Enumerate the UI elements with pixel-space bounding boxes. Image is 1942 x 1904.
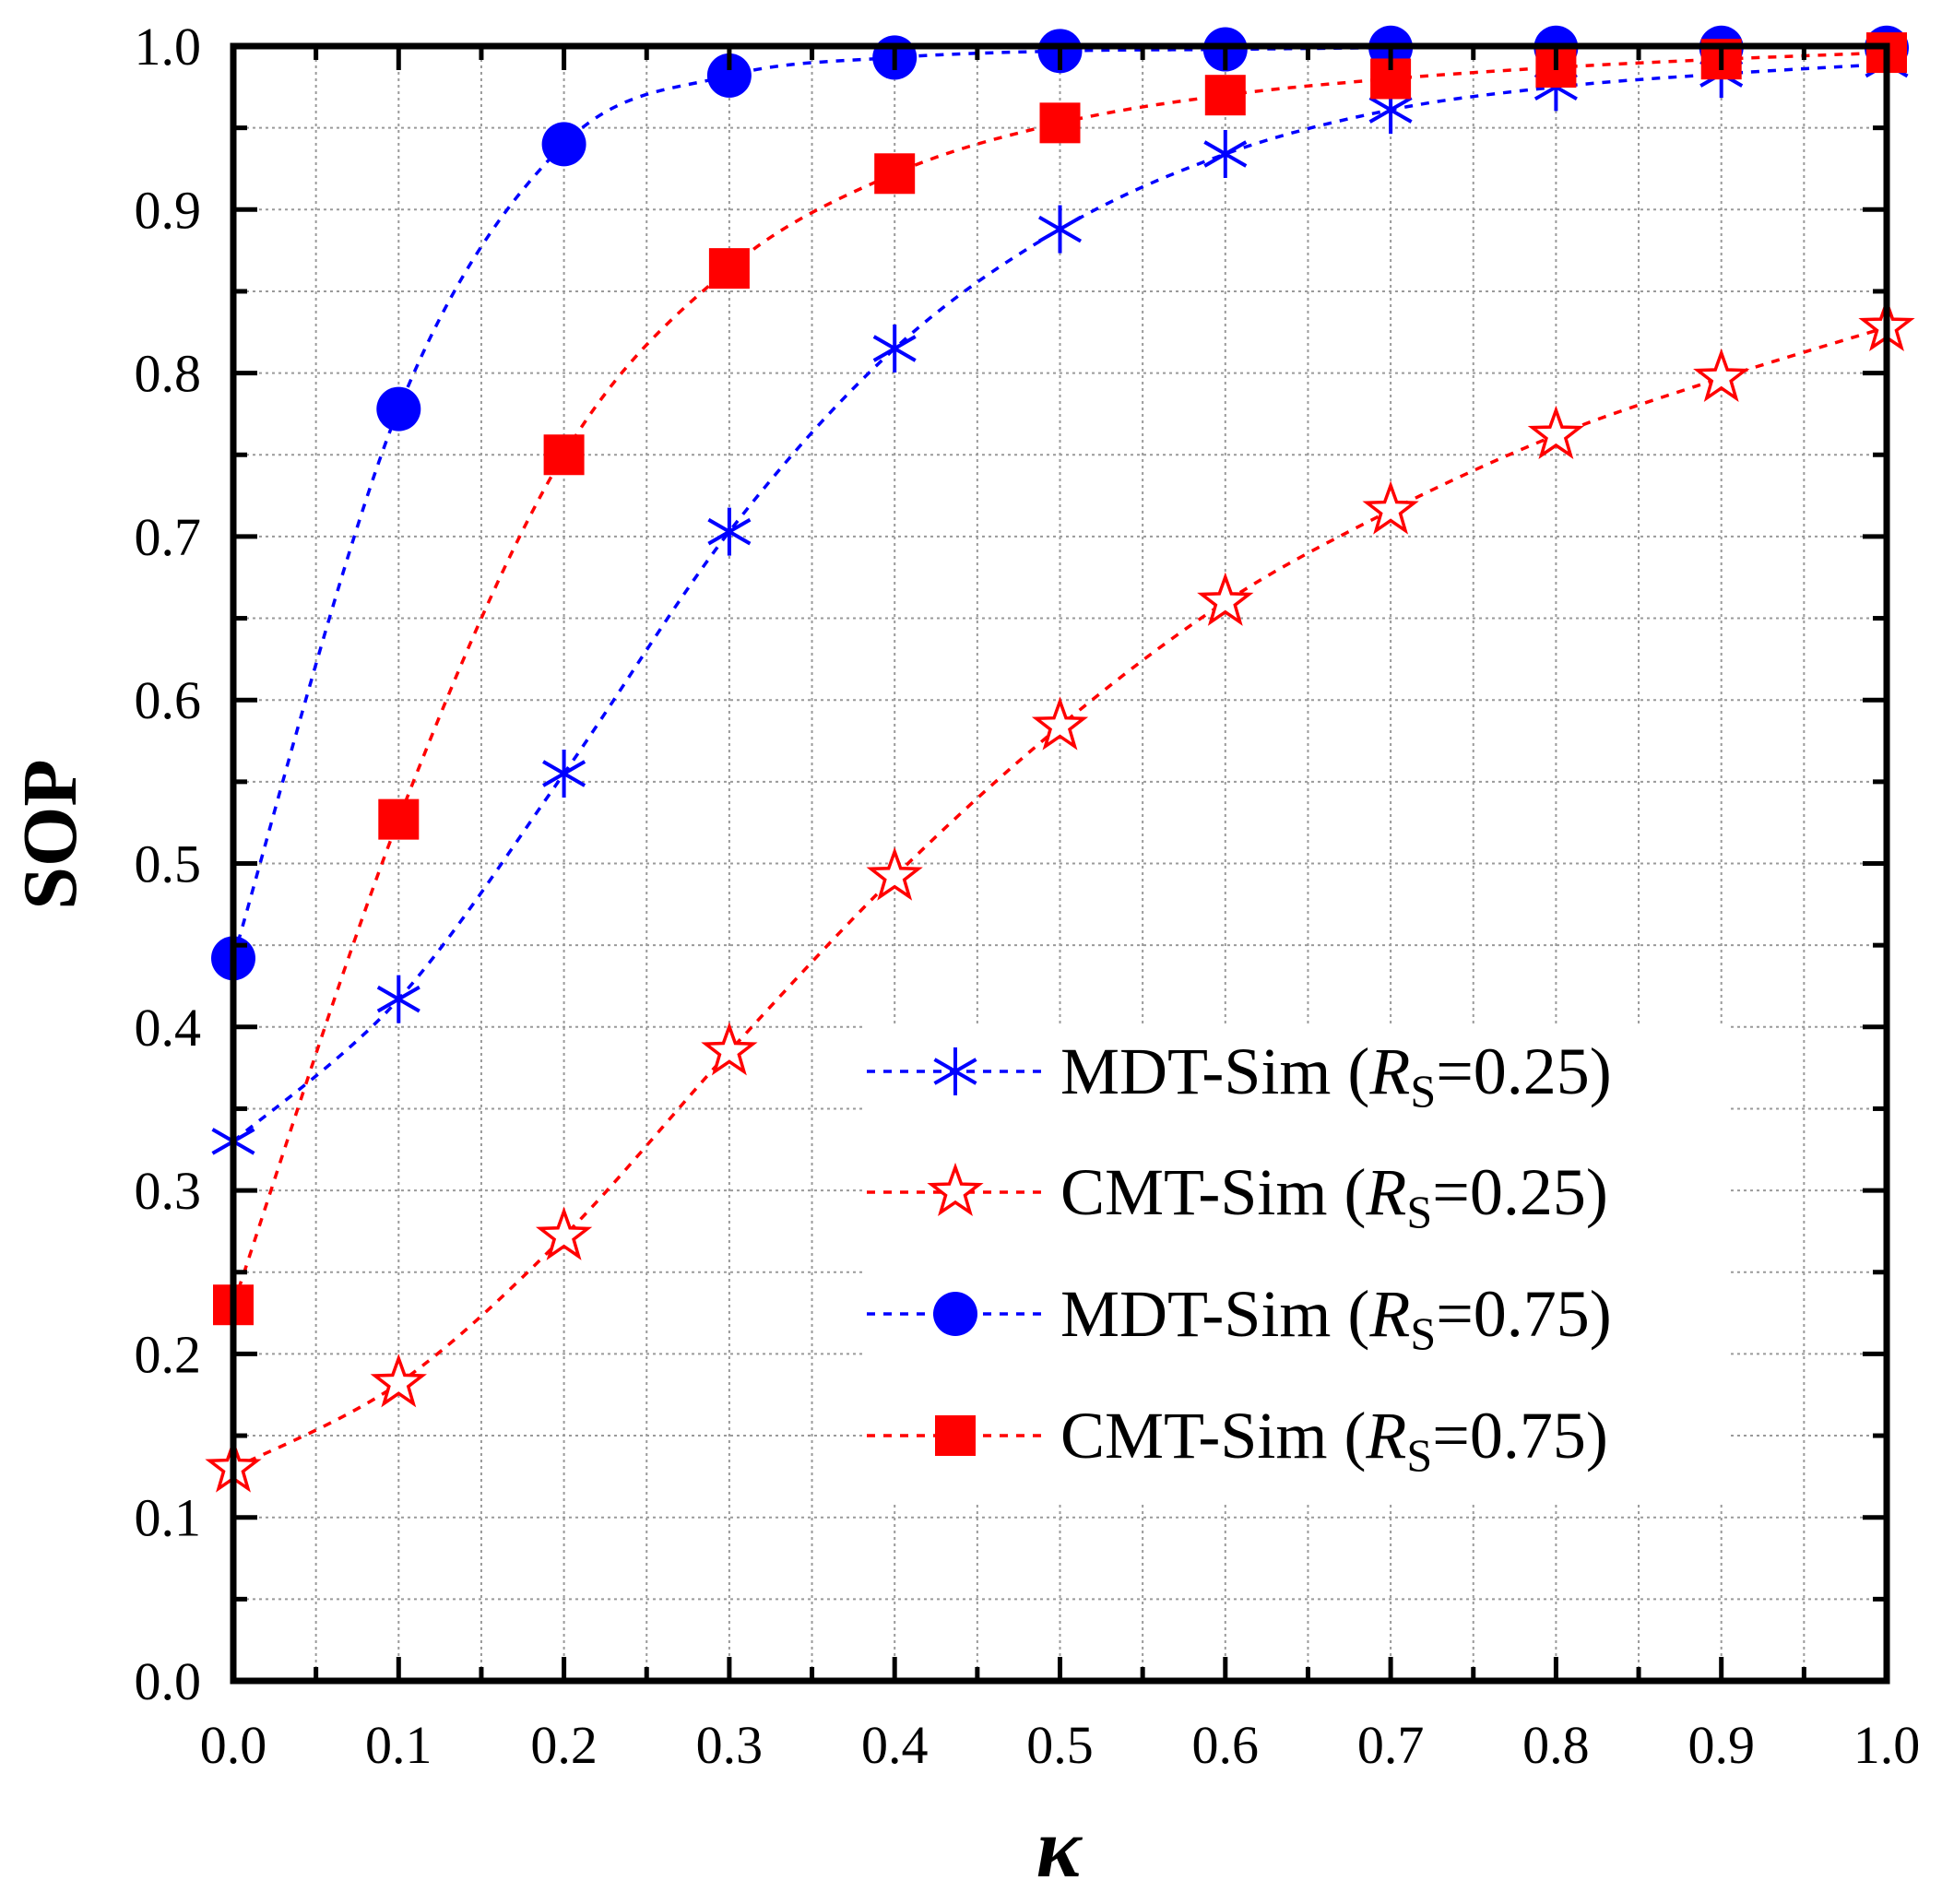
data-point-square	[874, 153, 916, 195]
legend-item-mdt-sim-rs-0-75: MDT-Sim (RS=0.75)	[867, 1277, 1612, 1359]
x-tick-label: 0.4	[861, 1715, 929, 1775]
data-point-square	[1204, 75, 1246, 116]
x-tick-label: 0.1	[365, 1715, 432, 1775]
data-point-star-open	[1031, 696, 1089, 751]
data-point-square	[543, 434, 585, 476]
legend-item-cmt-sim-rs-0-25: CMT-Sim (RS=0.25)	[867, 1155, 1608, 1237]
data-point-star-open	[1693, 348, 1750, 403]
data-point-square	[378, 798, 420, 840]
x-tick-label: 0.6	[1192, 1715, 1260, 1775]
series-cmt-sim-rs-0-75	[213, 32, 1907, 1326]
legend-label: CMT-Sim (RS=0.75)	[1060, 1399, 1608, 1481]
data-point-square	[1039, 102, 1081, 144]
series-line	[231, 62, 1888, 1143]
y-tick-label: 0.7	[135, 507, 202, 567]
x-tick-label: 0.2	[530, 1715, 598, 1775]
legend-marker-square	[935, 1415, 976, 1456]
x-axis-title: κ	[1036, 1801, 1083, 1895]
data-point-star-open	[701, 1022, 758, 1076]
data-point-star-open	[1197, 572, 1254, 626]
legend-marker-asterisk	[933, 1047, 977, 1095]
x-tick-label: 1.0	[1853, 1715, 1921, 1775]
x-tick-label: 0.5	[1026, 1715, 1094, 1775]
axes: 0.0 0.1 0.2 0.3 0.4 0.5 0.6 0.7 0.8 0.9 1.0 0.0 0.1 0…	[135, 17, 1921, 1775]
data-point-asterisk	[872, 325, 917, 373]
series-line	[231, 51, 1888, 1306]
y-tick-label: 0.3	[135, 1161, 202, 1221]
data-point-star-open	[1362, 480, 1419, 535]
legend-item-cmt-sim-rs-0-75: CMT-Sim (RS=0.75)	[867, 1399, 1608, 1481]
y-tick-label: 0.1	[135, 1488, 202, 1548]
data-point-asterisk	[1037, 205, 1083, 254]
series-cmt-sim-rs-0-25	[205, 297, 1915, 1493]
data-point-circle	[706, 53, 752, 98]
x-tick-label: 0.8	[1522, 1715, 1590, 1775]
x-tick-label: 0.0	[200, 1715, 267, 1775]
data-point-circle	[541, 122, 586, 167]
y-tick-label: 0.9	[135, 180, 202, 240]
legend-label: MDT-Sim (RS=0.75)	[1060, 1277, 1612, 1359]
series-line	[232, 325, 1888, 1471]
y-tick-label: 1.0	[135, 17, 202, 77]
data-point-star-open	[535, 1206, 593, 1260]
y-tick-label: 0.6	[135, 670, 202, 730]
legend-item-mdt-sim-rs-0-25: MDT-Sim (RS=0.25)	[867, 1035, 1612, 1117]
x-tick-label: 0.3	[696, 1715, 764, 1775]
data-point-star-open	[866, 846, 923, 901]
x-tick-label: 0.7	[1357, 1715, 1425, 1775]
y-tick-label: 0.2	[135, 1324, 202, 1384]
data-point-square	[708, 248, 750, 290]
data-point-asterisk	[542, 749, 586, 798]
data-point-asterisk	[1203, 130, 1248, 179]
y-tick-label: 0.0	[135, 1651, 202, 1711]
y-tick-label: 0.5	[135, 834, 202, 894]
data-point-star-open	[370, 1354, 427, 1408]
legend-marker-circle	[933, 1292, 977, 1336]
legend-label: CMT-Sim (RS=0.25)	[1060, 1155, 1608, 1237]
y-axis-title: SOP	[7, 759, 93, 909]
legend-background	[862, 1025, 1729, 1505]
legend-marker-star-open	[927, 1162, 984, 1216]
x-tick-label: 0.9	[1687, 1715, 1755, 1775]
y-tick-label: 0.4	[135, 998, 202, 1058]
legend: MDT-Sim (RS=0.25) CMT-Sim (RS=0.25) MDT-Si…	[862, 1025, 1729, 1505]
y-tick-label: 0.8	[135, 344, 202, 404]
data-point-asterisk	[376, 975, 420, 1023]
data-point-asterisk	[707, 507, 752, 556]
legend-label: MDT-Sim (RS=0.25)	[1060, 1035, 1612, 1117]
data-point-star-open	[1527, 405, 1585, 459]
data-point-circle	[376, 386, 421, 432]
